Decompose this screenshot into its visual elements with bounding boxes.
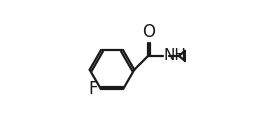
Text: O: O	[142, 23, 155, 41]
Text: NH: NH	[164, 48, 186, 63]
Text: F: F	[88, 80, 98, 98]
